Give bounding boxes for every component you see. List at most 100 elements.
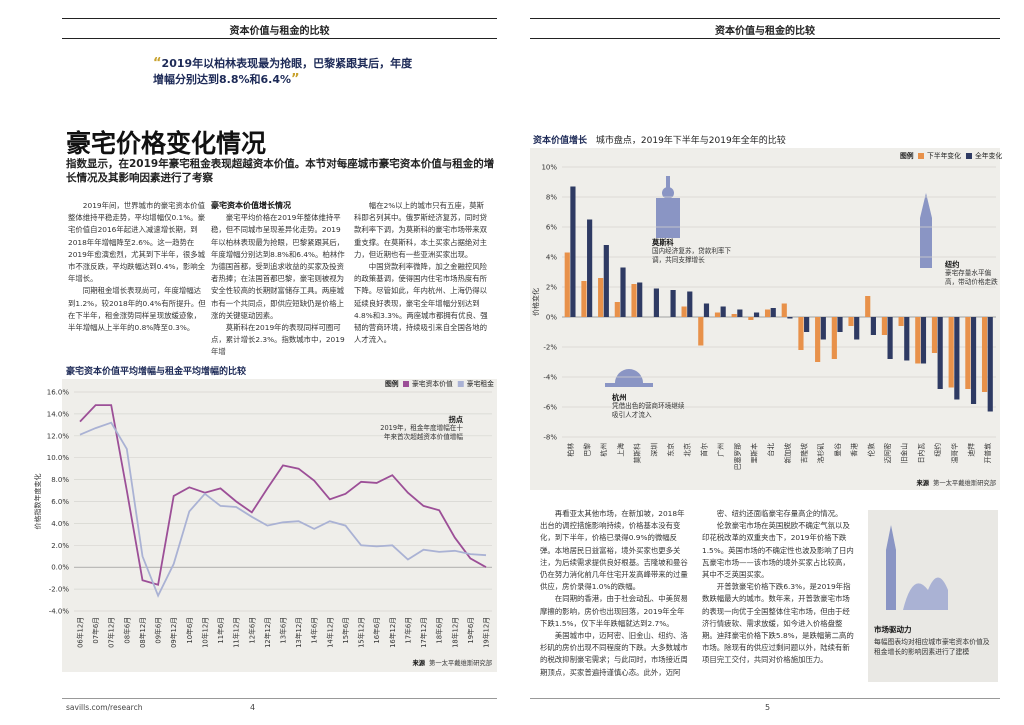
x-tick-label: 09年6月 [154, 617, 163, 644]
y-tick-label: 6.0% [51, 498, 69, 506]
x-tick-label: 迈阿密 [883, 443, 892, 464]
quote-mark: “ [153, 56, 162, 71]
chart-title: 资本价值增长 [533, 136, 588, 146]
bar [954, 317, 960, 400]
x-tick-label: 12年12月 [263, 617, 272, 648]
bar [904, 317, 910, 361]
bar [614, 302, 620, 317]
x-tick-label: 北京 [683, 443, 692, 457]
paragraph: 同期租金增长表现尚可，年度增幅达到1.2%，较2018年的0.4%有所提升。但在… [68, 286, 206, 333]
bar [887, 317, 893, 359]
source-label: 来源 [411, 658, 425, 667]
x-tick-label: 日内瓦 [916, 443, 925, 464]
y-tick-label: 4% [546, 254, 557, 262]
bar [948, 317, 954, 388]
annotation-text: 2019年，租金年度增幅在十年来首次超越资本价值增幅 [380, 424, 463, 441]
paragraph: 中国贷款利率微降，加之金融控风险的政策基调，使得国内住宅市场热度有所下降。尽管如… [354, 262, 488, 345]
y-tick-label: 6% [546, 224, 557, 232]
y-tick-label: 0% [546, 314, 557, 322]
bar [753, 312, 760, 317]
x-tick-label: 首尔 [699, 443, 708, 457]
x-tick-label: 09年12月 [169, 617, 178, 648]
y-tick-label: 4.0% [51, 520, 69, 528]
x-tick-label: 巴塞罗那 [733, 443, 742, 470]
x-tick-label: 杭州 [599, 443, 608, 457]
x-tick-label: 08年12月 [138, 617, 147, 648]
y-tick-label: 0.0% [51, 564, 69, 572]
annotation-text: 国内经济复苏，贷款利率下调，共同支撑增长 [652, 247, 732, 264]
x-tick-label: 广州 [716, 443, 725, 457]
x-tick-label: 莫斯科 [633, 443, 642, 464]
annotation-title: 莫斯科 [652, 238, 674, 247]
legend-label: 豪宅资本价值 [412, 379, 453, 388]
sidebar-illustration [886, 525, 948, 610]
paragraph: 再看亚太其他市场，在新加坡，2018年出台的调控措施影响持续，价格基本没有变化，… [540, 509, 688, 592]
y-tick-label: 12.0% [47, 432, 70, 440]
bar [787, 317, 793, 319]
annotation-title: 拐点 [448, 415, 463, 424]
x-tick-label: 温哥华 [950, 443, 959, 464]
chart-background [530, 148, 1000, 490]
bar [698, 317, 704, 346]
chart-title: 豪宅资本价值平均增幅与租金平均增幅的比较 [66, 367, 247, 377]
bar [965, 317, 971, 389]
page-number: 5 [765, 703, 771, 712]
bar [703, 303, 710, 317]
y-tick-label: -8% [543, 434, 557, 442]
bar [915, 317, 921, 364]
bar [881, 317, 887, 335]
bar [587, 219, 593, 317]
x-tick-label: 11年6月 [216, 617, 225, 644]
bar [970, 317, 977, 404]
annotation: 莫斯科 国内经济复苏，贷款利率下调，共同支撑增长 [652, 238, 732, 265]
paragraph: 幅在2%以上的城市只有五座，莫斯科即名列其中。俄罗斯经济复苏，同时贷款利率下调，… [354, 201, 488, 259]
pull-quote: “2019年以柏林表现最为抢眼，巴黎紧跟其后，年度增幅分别达到8.8%和6.4%… [153, 56, 423, 88]
x-tick-label: 14年6月 [310, 617, 319, 644]
quote-mark: ” [291, 72, 300, 87]
header: 资本价值与租金的比较 [715, 26, 815, 37]
bar [898, 317, 904, 326]
legend-swatch [457, 381, 464, 387]
legend-title: 图例 [900, 151, 914, 160]
data-line [79, 404, 487, 586]
paragraph: 2019年间，世界城市的豪宅资本价值整体维持平稳走势，平均增幅仅0.1%。豪宅价… [68, 201, 206, 284]
footer-rule [62, 698, 497, 699]
x-tick-label: 06年12月 [76, 617, 85, 648]
y-tick-label: 2% [546, 284, 557, 292]
paragraph: 开普敦豪宅价格下跌6.3%，是2019年指数跌幅最大的城市。数年来，开普敦豪宅市… [702, 582, 854, 665]
bar [804, 317, 810, 332]
intro: 指数显示，在2019年豪宅租金表现超越资本价值。本节对每座城市豪宅资本价值与租金… [66, 158, 495, 184]
bar [720, 306, 726, 317]
x-tick-label: 11年12月 [232, 617, 241, 648]
x-tick-label: 新加坡 [783, 443, 792, 464]
header-rule [62, 18, 497, 19]
bar [770, 308, 776, 317]
bar [854, 317, 860, 340]
column-heading: 豪宅资本价值增长情况 [211, 201, 291, 210]
x-tick-label: 18年12月 [450, 617, 459, 648]
annotation-text: 凭借出色的营商环境继续吸引人才流入 [612, 402, 685, 419]
quote-text: 2019年以柏林表现最为抢眼，巴黎紧跟其后，年度增幅分别达到8.8%和6.4% [153, 57, 413, 86]
paragraph: 在同期的香港，由于社会动乱、中美贸易摩擦的影响，房价也出现回落，2019年全年下… [540, 594, 688, 628]
y-tick-label: 16.0% [47, 389, 70, 397]
x-tick-label: 08年6月 [122, 617, 131, 644]
legend-label: 下半年变化 [927, 151, 961, 160]
y-tick-label: -2% [543, 344, 557, 352]
text-column: 2019年间，世界城市的豪宅资本价值整体维持平稳走势，平均增幅仅0.1%。豪宅价… [68, 200, 206, 334]
bar [748, 317, 754, 320]
bar [764, 309, 771, 317]
bar [687, 291, 693, 317]
annotation-title: 纽约 [945, 260, 960, 269]
footer-rule [530, 698, 1000, 699]
x-tick-label: 迪拜 [966, 443, 975, 457]
bar [564, 252, 570, 317]
legend-label: 豪宅租金 [467, 379, 494, 388]
data-line [79, 421, 487, 598]
source-label: 来源 [915, 478, 929, 487]
bar [937, 317, 943, 389]
x-tick-label: 13年12月 [294, 617, 303, 648]
line-chart: -4.0% -2.0% 0.0% 2.0% 4.0% 6.0% 8.0% 10.0% 12.0%… [33, 379, 497, 672]
bar [737, 309, 743, 317]
bar [570, 186, 576, 317]
